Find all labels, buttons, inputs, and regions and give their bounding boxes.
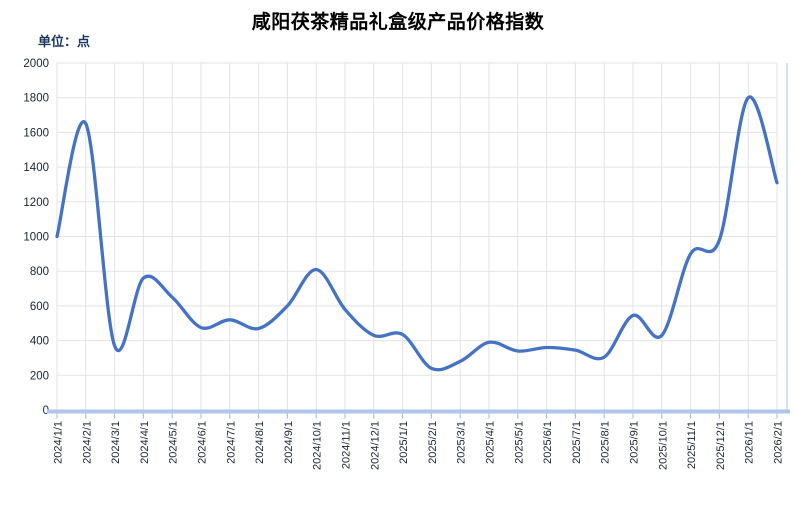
x-axis-tick-label: 2024/10/1 — [312, 421, 324, 470]
chart-title: 咸阳茯茶精品礼盒级产品价格指数 — [251, 12, 545, 33]
y-axis-tick-label: 1200 — [23, 197, 49, 209]
y-axis-tick-label: 600 — [30, 301, 49, 313]
x-axis-tick-label: 2026/2/1 — [773, 421, 785, 464]
y-axis-tick-label: 1000 — [23, 232, 49, 244]
x-axis-tick-label: 2024/12/1 — [369, 421, 381, 470]
x-axis-tick-label: 2025/9/1 — [629, 421, 641, 464]
x-axis-tick-label: 2025/5/1 — [513, 421, 525, 464]
y-axis-tick-label: 200 — [30, 370, 49, 382]
x-axis-tick-label: 2026/1/1 — [744, 421, 756, 464]
x-axis-tick-label: 2024/6/1 — [197, 421, 209, 464]
y-axis-tick-label: 1800 — [23, 93, 49, 105]
x-axis-tick-label: 2025/6/1 — [542, 421, 554, 464]
x-axis-tick-label: 2024/3/1 — [110, 421, 122, 464]
x-axis-tick-label: 2024/5/1 — [168, 421, 180, 464]
x-axis-tick-label: 2025/12/1 — [715, 421, 727, 470]
x-axis-tick-label: 2025/7/1 — [571, 421, 583, 464]
x-axis-tick-label: 2024/2/1 — [81, 421, 93, 464]
y-axis-tick-label: 0 — [43, 405, 49, 417]
price-index-series-line — [55, 95, 779, 372]
x-axis-tick-label: 2025/2/1 — [427, 421, 439, 464]
unit-label: 单位：点 — [38, 34, 91, 49]
x-axis-tick-label: 2024/9/1 — [283, 421, 295, 464]
x-axis-tick-label: 2024/4/1 — [139, 421, 151, 464]
x-axis-tick-label: 2024/7/1 — [225, 421, 237, 464]
x-axis-tick-label: 2025/8/1 — [600, 421, 612, 464]
x-axis-tick-label: 2025/11/1 — [686, 421, 698, 469]
y-axis-tick-label: 2000 — [23, 58, 49, 70]
y-axis-tick-label: 1600 — [23, 127, 49, 139]
x-axis-tick-label: 2024/8/1 — [254, 421, 266, 464]
x-axis-tick-label: 2025/10/1 — [657, 421, 669, 470]
y-axis-tick-label: 1400 — [23, 162, 49, 174]
y-axis-tick-label: 400 — [30, 336, 49, 348]
x-axis-tick-label: 2025/3/1 — [456, 421, 468, 464]
x-axis-tick-label: 2025/1/1 — [398, 421, 410, 464]
x-axis-tick-label: 2024/11/1 — [341, 421, 353, 469]
x-axis-tick-label: 2024/1/1 — [53, 421, 65, 464]
x-axis-band — [47, 409, 790, 414]
x-axis-tick-label: 2025/4/1 — [485, 421, 497, 464]
y-axis-tick-label: 800 — [30, 266, 49, 278]
